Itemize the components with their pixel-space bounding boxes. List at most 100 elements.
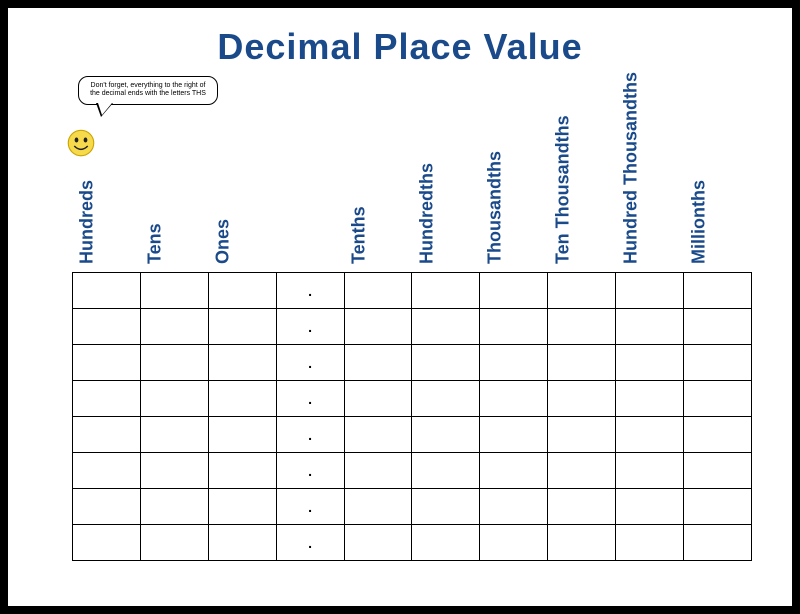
value-cell [480, 309, 548, 345]
value-cell [73, 309, 141, 345]
decimal-cell: . [276, 489, 344, 525]
decimal-cell: . [276, 309, 344, 345]
decimal-cell: . [276, 525, 344, 561]
value-cell [140, 489, 208, 525]
column-header-label: Millionths [689, 180, 710, 264]
column-header-label: Thousandths [485, 151, 506, 264]
value-cell [412, 345, 480, 381]
value-cell [140, 525, 208, 561]
smiley-icon [66, 128, 96, 158]
value-cell [684, 345, 752, 381]
value-cell [548, 381, 616, 417]
smiley-eye-left [75, 137, 79, 142]
value-cell [412, 525, 480, 561]
value-cell [616, 453, 684, 489]
value-cell [73, 453, 141, 489]
column-header: Millionths [686, 98, 754, 272]
column-header-label: Hundreds [77, 180, 98, 264]
table-row: . [73, 309, 752, 345]
column-header-label: Ten Thousandths [553, 115, 574, 264]
value-cell [140, 273, 208, 309]
column-header: Hundred Thousandths [618, 98, 686, 272]
column-header: Hundredths [414, 98, 482, 272]
value-cell [684, 453, 752, 489]
value-cell [480, 525, 548, 561]
speech-tail [96, 103, 113, 117]
value-cell [548, 417, 616, 453]
value-cell [480, 273, 548, 309]
value-cell [616, 381, 684, 417]
place-value-table: ........ [72, 272, 752, 561]
value-cell [480, 345, 548, 381]
value-cell [616, 525, 684, 561]
value-cell [208, 381, 276, 417]
value-cell [548, 309, 616, 345]
column-headers-row: Hundreds Tens Ones TenthsHundredths Thousand… [74, 98, 754, 272]
value-cell [73, 273, 141, 309]
value-cell [480, 417, 548, 453]
value-cell [684, 309, 752, 345]
value-cell [616, 489, 684, 525]
value-cell [412, 489, 480, 525]
column-header: Hundreds [74, 98, 142, 272]
value-cell [548, 453, 616, 489]
decimal-cell: . [276, 453, 344, 489]
speech-text: Don't forget, everything to the right of… [78, 76, 218, 105]
value-cell [480, 489, 548, 525]
column-header-label: Tens [145, 223, 166, 264]
value-cell [140, 417, 208, 453]
smiley-eye-right [84, 137, 88, 142]
value-cell [412, 417, 480, 453]
column-header: Ones [210, 98, 278, 272]
column-header: Tenths [346, 98, 414, 272]
table-row: . [73, 417, 752, 453]
column-header: Tens [142, 98, 210, 272]
table-row: . [73, 525, 752, 561]
speech-bubble: Don't forget, everything to the right of… [78, 76, 218, 105]
column-header: Ten Thousandths [550, 98, 618, 272]
value-cell [616, 417, 684, 453]
table-row: . [73, 489, 752, 525]
value-cell [412, 381, 480, 417]
value-cell [73, 525, 141, 561]
value-cell [548, 525, 616, 561]
decimal-cell: . [276, 417, 344, 453]
value-cell [480, 453, 548, 489]
value-cell [208, 453, 276, 489]
value-cell [140, 309, 208, 345]
value-cell [344, 453, 412, 489]
value-cell [344, 525, 412, 561]
table-row: . [73, 381, 752, 417]
value-cell [208, 345, 276, 381]
value-cell [684, 417, 752, 453]
table-row: . [73, 345, 752, 381]
value-cell [344, 309, 412, 345]
column-header [278, 98, 346, 272]
page-title: Decimal Place Value [44, 26, 756, 68]
column-header: Thousandths [482, 98, 550, 272]
value-cell [73, 345, 141, 381]
value-cell [412, 309, 480, 345]
table-row: . [73, 273, 752, 309]
value-cell [208, 489, 276, 525]
value-cell [480, 381, 548, 417]
value-cell [208, 273, 276, 309]
worksheet-page: Decimal Place Value Don't forget, everyt… [8, 8, 792, 606]
value-cell [616, 309, 684, 345]
value-cell [208, 525, 276, 561]
value-cell [616, 345, 684, 381]
decimal-cell: . [276, 381, 344, 417]
table-row: . [73, 453, 752, 489]
column-header-label: Ones [213, 219, 234, 264]
value-cell [73, 489, 141, 525]
decimal-cell: . [276, 345, 344, 381]
value-cell [684, 525, 752, 561]
value-cell [344, 489, 412, 525]
value-cell [548, 345, 616, 381]
value-cell [684, 381, 752, 417]
value-cell [616, 273, 684, 309]
value-cell [344, 417, 412, 453]
value-cell [208, 309, 276, 345]
value-cell [344, 345, 412, 381]
column-header-label: Hundredths [417, 163, 438, 264]
